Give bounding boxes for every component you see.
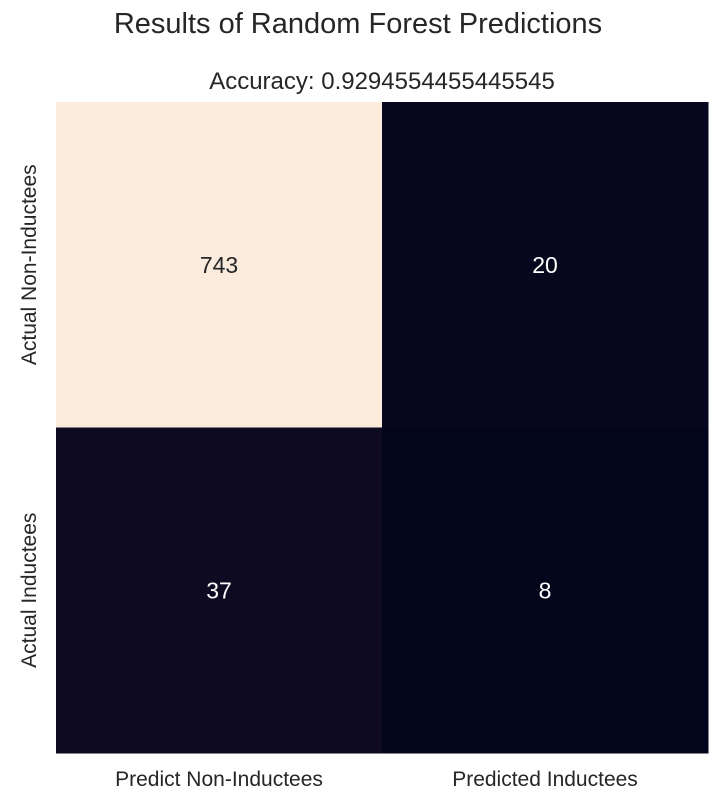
chart-title: Results of Random Forest Predictions (113, 8, 603, 40)
cell-value-label: 37 (206, 577, 232, 603)
x-tick-label: Predicted Inductees (452, 768, 638, 791)
cell-value-label: 8 (539, 577, 552, 603)
heatmap-cell (382, 427, 709, 754)
cell-value-label: 743 (200, 252, 238, 278)
y-tick-label: Actual Non-Inductees (18, 164, 41, 365)
heatmap-cell (382, 102, 709, 428)
y-tick-label: Actual Inductees (18, 513, 41, 668)
chart-subtitle: Accuracy: 0.9294554455445545 (209, 68, 555, 95)
cell-value-label: 20 (532, 252, 558, 278)
x-tick-label: Predict Non-Inductees (115, 768, 323, 791)
heatmap-cell (56, 427, 383, 754)
heatmap-cell (56, 102, 383, 428)
